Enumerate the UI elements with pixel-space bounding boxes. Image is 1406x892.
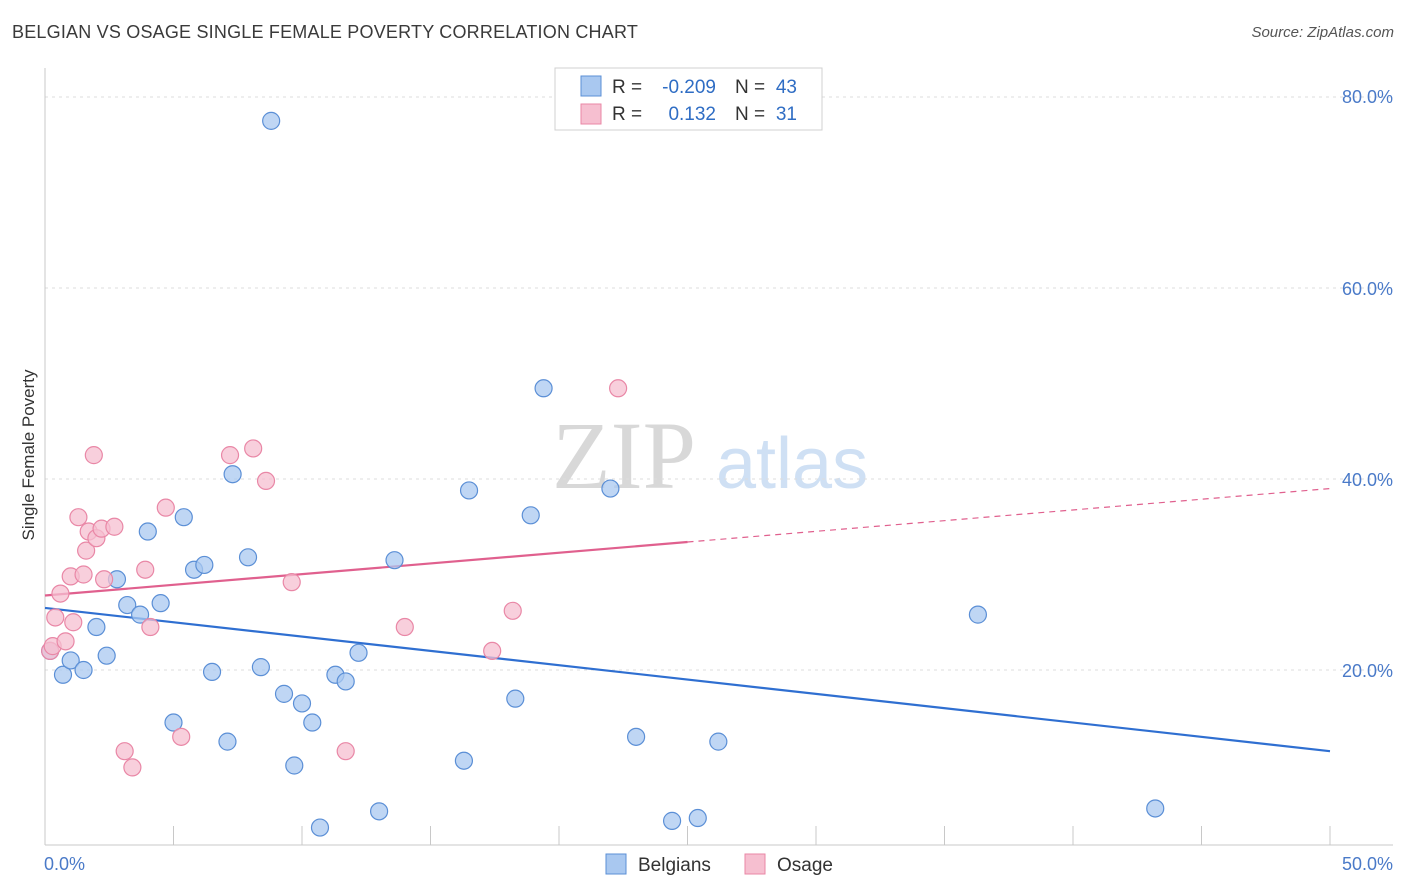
x-tick-label-max: 50.0% — [1342, 854, 1393, 874]
watermark-zip: ZIP — [552, 402, 696, 509]
point-osage-8 — [74, 565, 93, 584]
point-osage-23 — [244, 439, 263, 458]
point-belgians-2 — [61, 651, 80, 670]
point-osage-4 — [56, 632, 75, 651]
trend-line-dashed-osage — [687, 487, 1331, 543]
bottom-legend-swatch-belgians — [605, 853, 627, 875]
point-belgians-30 — [385, 551, 404, 570]
point-osage-22 — [220, 446, 240, 465]
point-belgians-11 — [164, 713, 183, 732]
trend-lines — [44, 487, 1331, 753]
point-belgians-25 — [310, 818, 330, 837]
legend-n-value-belgians: 43 — [776, 77, 797, 98]
bottom-legend-label-osage: Osage — [777, 855, 833, 876]
point-belgians-40 — [709, 732, 728, 751]
point-belgians-5 — [97, 646, 116, 665]
point-belgians-23 — [292, 694, 312, 713]
watermark-atlas: atlas — [716, 424, 868, 504]
point-osage-21 — [172, 727, 191, 746]
point-belgians-38 — [662, 811, 682, 830]
point-belgians-42 — [1146, 799, 1165, 818]
point-osage-9 — [77, 541, 96, 560]
y-axis-title: Single Female Poverty — [19, 369, 38, 541]
point-belgians-8 — [130, 605, 150, 624]
point-belgians-15 — [202, 662, 222, 682]
point-osage-24 — [256, 471, 276, 491]
point-osage-26 — [336, 742, 355, 761]
trend-line-osage — [44, 540, 688, 597]
legend-r-label-belgians: R = — [612, 77, 642, 98]
point-belgians-37 — [626, 727, 646, 746]
point-osage-7 — [69, 508, 88, 527]
y-tick-label-80: 80.0% — [1342, 87, 1393, 107]
point-belgians-35 — [534, 379, 553, 398]
x-tick-label-min: 0.0% — [44, 854, 85, 874]
point-osage-28 — [483, 641, 502, 661]
point-belgians-16 — [218, 732, 237, 751]
point-belgians-33 — [506, 689, 525, 708]
legend-swatch-belgians — [580, 75, 602, 97]
source-label: Source: ZipAtlas.com — [1251, 24, 1394, 41]
legend-n-label-belgians: N = — [735, 77, 765, 98]
point-belgians-1 — [53, 665, 73, 684]
point-belgians-28 — [349, 643, 368, 662]
bottom-legend-label-belgians: Belgians — [638, 855, 711, 876]
point-osage-16 — [115, 742, 134, 761]
point-osage-15 — [105, 517, 124, 536]
point-osage-19 — [141, 617, 160, 637]
point-belgians-31 — [454, 751, 474, 770]
point-belgians-41 — [968, 605, 988, 624]
gridlines — [45, 96, 1393, 671]
point-osage-18 — [136, 560, 155, 579]
y-tick-label-20: 20.0% — [1342, 661, 1393, 681]
point-osage-29 — [503, 601, 522, 620]
trend-line-belgians — [44, 606, 1331, 753]
point-belgians-34 — [521, 506, 540, 525]
data-points — [41, 111, 1165, 837]
series-legend: Belgians Osage — [605, 853, 833, 876]
point-belgians-32 — [459, 481, 479, 500]
point-osage-6 — [64, 613, 83, 632]
legend-r-value-belgians: -0.209 — [662, 77, 716, 98]
stats-legend: R = -0.209 N = 43 R = 0.132 N = 31 — [554, 67, 823, 131]
point-osage-20 — [156, 498, 175, 517]
point-osage-14 — [95, 570, 114, 589]
point-osage-11 — [84, 446, 103, 465]
point-belgians-10 — [151, 594, 170, 613]
legend-swatch-osage — [580, 103, 602, 125]
point-belgians-18 — [238, 548, 258, 567]
point-belgians-9 — [138, 522, 157, 541]
point-osage-3 — [51, 584, 70, 603]
point-belgians-39 — [688, 808, 707, 828]
point-belgians-19 — [251, 658, 270, 677]
axes — [44, 68, 1393, 846]
legend-r-value-osage: 0.132 — [668, 104, 716, 125]
point-belgians-17 — [223, 465, 242, 484]
point-belgians-27 — [336, 672, 355, 691]
point-osage-27 — [395, 617, 414, 637]
legend-n-label-osage: N = — [735, 104, 765, 125]
point-belgians-36 — [601, 479, 620, 498]
point-belgians-22 — [285, 756, 304, 775]
point-belgians-29 — [370, 802, 389, 821]
legend-n-value-osage: 31 — [776, 104, 797, 125]
y-tick-label-40: 40.0% — [1342, 470, 1393, 490]
point-belgians-12 — [174, 508, 193, 527]
point-belgians-4 — [87, 617, 106, 637]
point-osage-25 — [282, 573, 301, 592]
y-tick-label-60: 60.0% — [1342, 279, 1393, 299]
point-osage-2 — [46, 608, 65, 627]
point-osage-30 — [609, 379, 628, 398]
point-belgians-20 — [262, 111, 281, 130]
point-belgians-14 — [195, 555, 214, 575]
point-belgians-7 — [118, 595, 137, 615]
point-osage-17 — [123, 758, 142, 777]
bottom-legend-swatch-osage — [744, 853, 766, 875]
legend-r-label-osage: R = — [612, 104, 642, 125]
chart-title: BELGIAN VS OSAGE SINGLE FEMALE POVERTY C… — [12, 22, 639, 42]
point-belgians-21 — [274, 684, 294, 703]
point-belgians-3 — [74, 660, 93, 680]
point-belgians-24 — [303, 713, 322, 732]
